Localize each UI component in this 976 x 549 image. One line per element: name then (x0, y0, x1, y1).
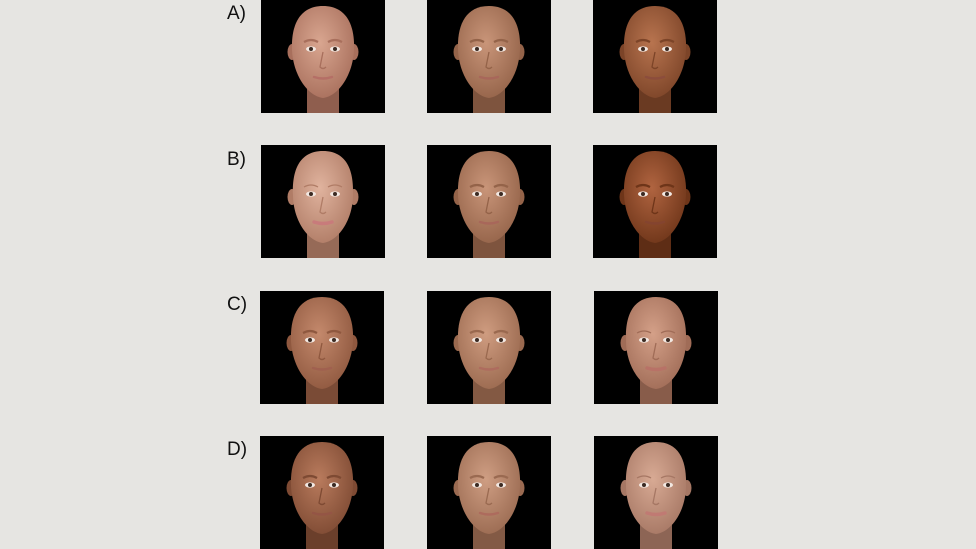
face-image-c1 (260, 291, 384, 404)
row-label-c: C) (227, 294, 248, 315)
face-image-c2 (427, 291, 551, 404)
face-image-c3 (594, 291, 718, 404)
face-image-a1 (261, 0, 385, 113)
face-image-b2 (427, 145, 551, 258)
face-image-a3 (593, 0, 717, 113)
row-label-b: B) (227, 149, 246, 170)
face-image-d3 (594, 436, 718, 549)
face-image-d1 (260, 436, 384, 549)
row-label-d: D) (227, 439, 248, 460)
face-image-a2 (427, 0, 551, 113)
face-image-d2 (427, 436, 551, 549)
face-image-b1 (261, 145, 385, 258)
face-image-b3 (593, 145, 717, 258)
row-label-a: A) (227, 3, 246, 24)
